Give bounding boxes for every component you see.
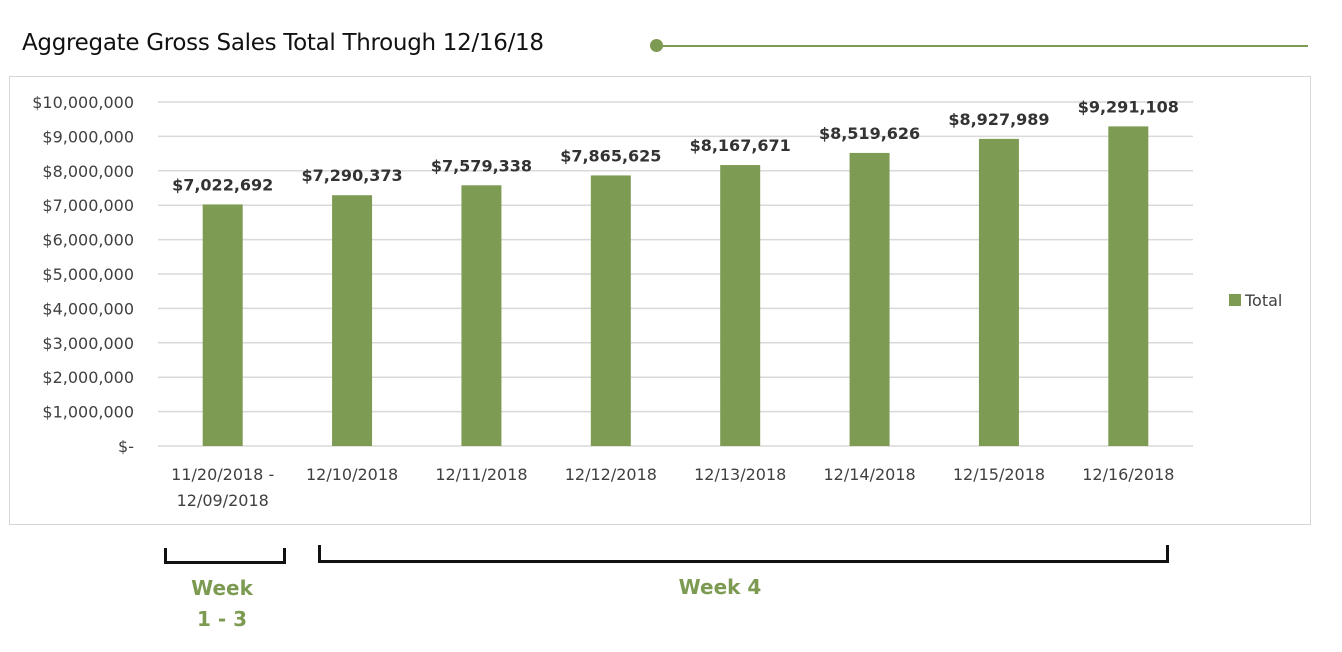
y-tick-label: $4,000,000 — [42, 299, 134, 318]
bar — [1108, 126, 1149, 446]
x-tick-label: 12/15/2018 — [953, 465, 1045, 484]
week-1-3-label-line-2: 1 - 3 — [196, 607, 248, 631]
chart-frame — [9, 76, 1311, 525]
y-tick-label: $6,000,000 — [42, 231, 134, 250]
y-tick-label: $5,000,000 — [42, 265, 134, 284]
x-tick-label: 12/14/2018 — [823, 465, 915, 484]
data-label: $8,167,671 — [690, 136, 791, 155]
x-tick-label: 12/12/2018 — [565, 465, 657, 484]
bar — [849, 152, 890, 446]
bar — [590, 175, 631, 447]
x-tick-label: 12/09/2018 — [177, 491, 269, 510]
bar — [461, 185, 502, 447]
bar — [202, 204, 243, 446]
x-tick-label: 12/10/2018 — [306, 465, 398, 484]
x-tick-label: 11/20/2018 - — [171, 465, 274, 484]
y-tick-label: $7,000,000 — [42, 196, 134, 215]
x-tick-label: 12/11/2018 — [435, 465, 527, 484]
data-label: $8,519,626 — [819, 124, 920, 143]
y-tick-label: $1,000,000 — [42, 403, 134, 422]
week-1-3-label-line-1: Week — [191, 576, 253, 600]
y-axis-ticks: $- $1,000,000 $2,000,000 $3,000,000 $4,000,0… — [32, 93, 134, 456]
data-label: $9,291,108 — [1078, 97, 1179, 116]
gridlines — [158, 101, 1193, 447]
data-label: $7,865,625 — [560, 146, 661, 165]
legend: Total — [1229, 291, 1282, 310]
week-4-label-line-1: Week 4 — [678, 575, 762, 599]
bar — [978, 138, 1019, 446]
legend-swatch — [1229, 294, 1241, 306]
data-label: $7,579,338 — [431, 156, 532, 175]
data-labels: $7,022,692 $7,290,373 $7,579,338 $7,865,625… — [172, 97, 1179, 194]
bars — [202, 126, 1149, 447]
y-tick-label: $8,000,000 — [42, 162, 134, 181]
chart-title: Aggregate Gross Sales Total Through 12/1… — [22, 30, 544, 56]
title-decoration-line — [656, 45, 1308, 47]
data-label: $8,927,989 — [948, 110, 1049, 129]
legend-label: Total — [1244, 291, 1282, 310]
bar — [720, 165, 761, 447]
y-tick-label: $10,000,000 — [32, 93, 134, 112]
y-tick-label: $2,000,000 — [42, 368, 134, 387]
x-tick-label: 12/16/2018 — [1082, 465, 1174, 484]
y-tick-label: $3,000,000 — [42, 334, 134, 353]
week-1-3-bracket — [164, 548, 286, 564]
y-tick-label: $- — [118, 437, 134, 456]
data-label: $7,022,692 — [172, 175, 273, 194]
week-1-3-label: Week 1 - 3 — [172, 573, 272, 635]
week-4-bracket — [318, 545, 1169, 563]
y-tick-label: $9,000,000 — [42, 127, 134, 146]
week-4-label: Week 4 — [660, 572, 780, 603]
x-tick-label: 12/13/2018 — [694, 465, 786, 484]
data-label: $7,290,373 — [301, 166, 402, 185]
bar — [332, 195, 373, 446]
x-axis-ticks: 11/20/2018 - 12/09/2018 12/10/2018 12/11/20… — [171, 465, 1174, 510]
